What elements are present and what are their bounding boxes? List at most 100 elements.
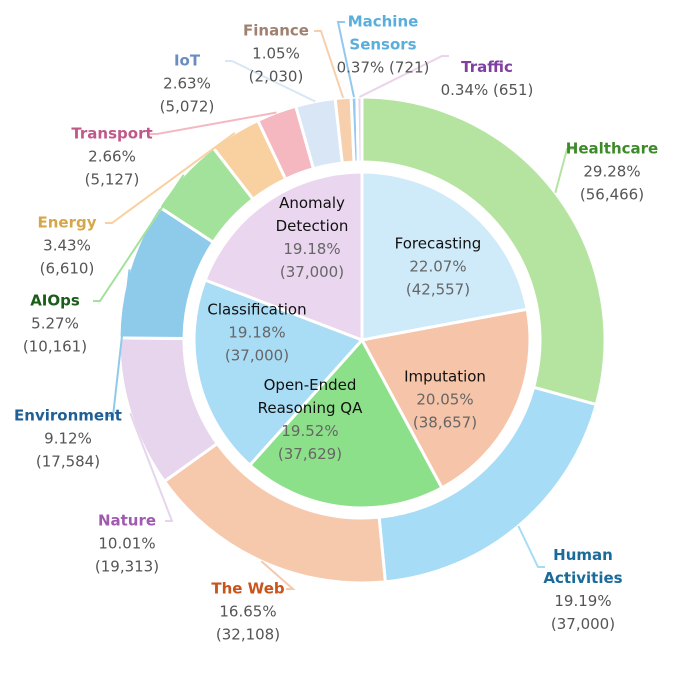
value-row: 0.34% (651): [422, 79, 552, 102]
leader-line: [314, 30, 345, 99]
value-row: 29.28% (56,466): [547, 161, 675, 207]
count-label: (38,657): [412, 413, 478, 432]
category-name: Human Activities: [543, 546, 623, 587]
share-label: 20.05%: [416, 390, 474, 409]
category-name: AIOps: [30, 291, 80, 310]
count-label: (2,030): [248, 67, 304, 86]
count-label: (19,313): [94, 557, 160, 576]
share-label: 19.19%: [554, 592, 612, 610]
category-name: Nature: [97, 511, 157, 530]
share-label: 3.43%: [43, 236, 91, 255]
category-name: Imputation: [404, 367, 486, 386]
count-label: (56,466): [579, 185, 645, 204]
share-label: 16.65%: [219, 602, 277, 621]
category-name: The Web: [211, 579, 285, 598]
value-row: 2.66% (5,127): [47, 146, 177, 192]
share-label: 29.28%: [583, 162, 641, 181]
value-row: 19.19% (37,000): [533, 590, 633, 636]
count-label: (42,557): [405, 280, 471, 299]
category-name: Machine Sensors: [347, 12, 419, 54]
value-row: 16.65% (32,108): [183, 601, 313, 647]
outer-label: IoT 2.63% (5,072): [122, 50, 252, 119]
category-name: Healthcare: [565, 139, 659, 158]
leader-line: [554, 148, 574, 194]
count-label: (6,610): [39, 259, 95, 278]
leader-line: [150, 111, 277, 135]
inner-label: Classification 19.18% (37,000): [192, 299, 322, 368]
outer-label: Environment 9.12% (17,584): [3, 405, 133, 474]
category-name: Classification: [207, 300, 307, 319]
value-row: 9.12% (17,584): [3, 428, 133, 474]
count-label: (10,161): [22, 337, 88, 356]
value-row: 5.27% (10,161): [0, 313, 120, 359]
segment: [355, 95, 364, 164]
category-name: Finance: [243, 21, 309, 40]
share-label: 19.18%: [228, 323, 286, 342]
segment: [192, 278, 365, 468]
count-label: (5,127): [84, 170, 140, 189]
share-label: 10.01%: [98, 534, 156, 553]
outer-label: Human Activities 19.19% (37,000): [533, 544, 633, 636]
count-label: (721): [389, 58, 430, 77]
count-label: (37,000): [550, 615, 616, 633]
inner-label: Anomaly Detection 19.18% (37,000): [257, 192, 367, 284]
share-label: 2.63%: [163, 74, 211, 93]
share-label: 0.34%: [440, 81, 489, 99]
segment: [360, 95, 607, 407]
outer-label: Machine Sensors 0.37% (721): [333, 11, 433, 80]
outer-label: Transport 2.66% (5,127): [47, 123, 177, 192]
share-label: 0.37%: [336, 58, 385, 77]
outer-label: Traffic 0.34% (651): [422, 56, 552, 102]
value-row: 10.01% (19,313): [62, 533, 192, 579]
outer-label: Healthcare 29.28% (56,466): [547, 138, 675, 207]
category-name: Anomaly Detection: [275, 194, 349, 235]
category-name: Forecasting: [394, 234, 482, 253]
category-name: Transport: [71, 124, 153, 143]
leader-line: [336, 21, 355, 98]
share-label: 22.07%: [409, 257, 467, 276]
inner-label: Open-Ended Reasoning QA 19.52% (37,629): [235, 374, 385, 466]
count-label: (37,000): [224, 346, 290, 365]
count-label: (17,584): [35, 452, 101, 471]
inner-label: Imputation 20.05% (38,657): [380, 366, 510, 435]
leader-line: [105, 132, 236, 224]
share-label: 2.66%: [88, 147, 136, 166]
share-label: 19.18%: [283, 240, 341, 258]
share-label: 5.27%: [31, 314, 79, 333]
share-label: 19.52%: [281, 422, 339, 440]
segment: [359, 307, 532, 490]
category-name: Traffic: [461, 58, 513, 76]
outer-label: AIOps 5.27% (10,161): [0, 290, 120, 359]
leader-line: [93, 174, 185, 302]
leader-line: [225, 60, 316, 103]
outer-label: The Web 16.65% (32,108): [183, 578, 313, 647]
outer-label: Finance 1.05% (2,030): [211, 20, 341, 89]
share-label: 1.05%: [252, 44, 300, 63]
inner-label: Forecasting 22.07% (42,557): [373, 233, 503, 302]
category-name: Environment: [14, 406, 122, 425]
share-label: 9.12%: [44, 429, 92, 448]
leader-line: [358, 55, 449, 98]
category-name: Open-Ended Reasoning QA: [257, 376, 363, 417]
count-label: (37,629): [277, 445, 343, 463]
category-name: IoT: [173, 51, 201, 70]
segment: [203, 170, 364, 343]
leader-line: [517, 525, 545, 568]
leader-line: [106, 269, 131, 417]
value-row: 1.05% (2,030): [211, 43, 341, 89]
segment: [247, 337, 444, 510]
count-label: (5,072): [159, 97, 215, 116]
segment: [360, 170, 529, 342]
outer-label: Nature 10.01% (19,313): [62, 510, 192, 579]
value-row: 3.43% (6,610): [2, 235, 132, 281]
leader-line: [260, 560, 296, 590]
value-row: 2.63% (5,072): [122, 73, 252, 119]
leader-line: [129, 412, 174, 522]
value-row: 0.37% (721): [333, 57, 433, 80]
category-name: Energy: [37, 213, 97, 232]
count-label: (651): [493, 81, 534, 99]
count-label: (32,108): [215, 625, 281, 644]
outer-label: Energy 3.43% (6,610): [2, 212, 132, 281]
